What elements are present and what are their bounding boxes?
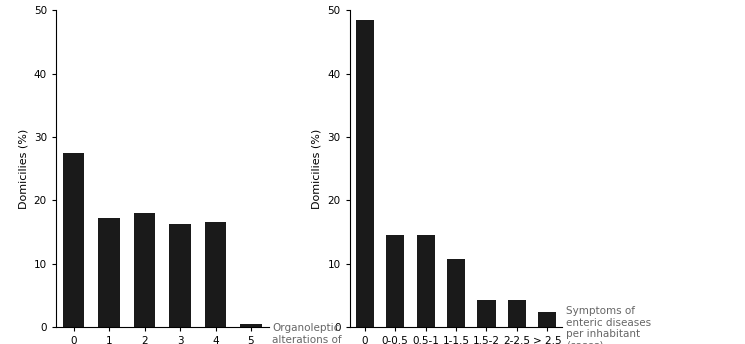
- Bar: [538, 312, 557, 327]
- Bar: [416, 235, 435, 327]
- Bar: [386, 235, 405, 327]
- Y-axis label: Domicilies (%): Domicilies (%): [312, 128, 322, 209]
- Text: Organoleptic
alterations of
drinking water: Organoleptic alterations of drinking wat…: [273, 323, 349, 344]
- Bar: [205, 222, 226, 327]
- Bar: [241, 324, 261, 327]
- Bar: [98, 218, 120, 327]
- Bar: [447, 259, 465, 327]
- Bar: [355, 20, 374, 327]
- Y-axis label: Domicilies (%): Domicilies (%): [18, 128, 28, 209]
- Text: Symptoms of
enteric diseases
per inhabitant
(cases): Symptoms of enteric diseases per inhabit…: [566, 306, 651, 344]
- Bar: [508, 300, 526, 327]
- Bar: [134, 213, 155, 327]
- Bar: [478, 300, 495, 327]
- Bar: [169, 224, 191, 327]
- Bar: [63, 153, 84, 327]
